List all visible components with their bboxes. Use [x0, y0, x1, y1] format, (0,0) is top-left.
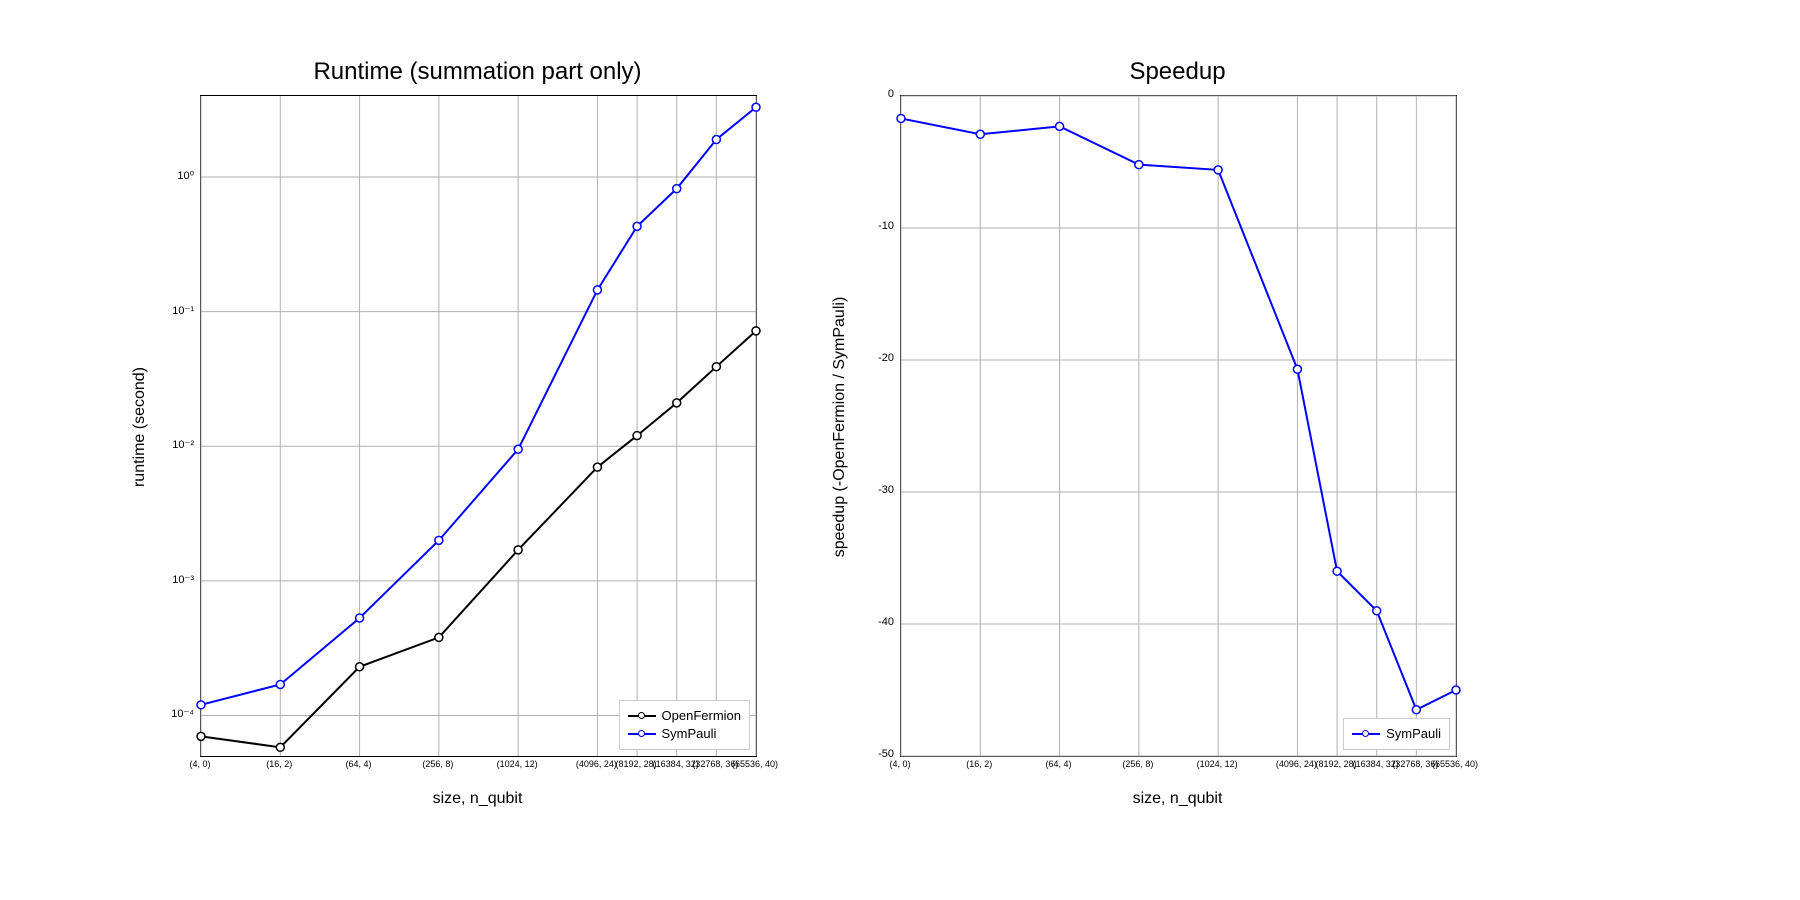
xtick-label: (64, 4) [334, 759, 384, 769]
xtick-label: (1024, 12) [1192, 759, 1242, 769]
xtick-label: (64, 4) [1034, 759, 1084, 769]
xtick-label: (65536, 40) [730, 759, 780, 769]
ytick-label: -10 [878, 220, 894, 232]
ytick-label: 10⁻⁴ [171, 707, 194, 720]
xtick-label: (16, 2) [954, 759, 1004, 769]
ytick-label: 0 [888, 88, 894, 100]
left-xlabel: size, n_qubit [200, 790, 755, 808]
ytick-label: 10⁻³ [172, 573, 194, 586]
right-xlabel: size, n_qubit [900, 790, 1455, 808]
legend-marker-sympauli-r [1352, 733, 1380, 735]
left-plot-area: OpenFermion SymPauli [200, 95, 757, 757]
right-chart-title: Speedup [900, 58, 1455, 86]
xtick-label: (256, 8) [413, 759, 463, 769]
legend-row-sympauli-r: SymPauli [1352, 725, 1441, 743]
legend-marker-sympauli [628, 733, 656, 735]
left-chart-title: Runtime (summation part only) [200, 58, 755, 86]
legend-marker-openfermion [628, 715, 656, 717]
xtick-label: (4, 0) [875, 759, 925, 769]
legend-label-sympauli-r: SymPauli [1386, 725, 1441, 743]
left-chart-legend: OpenFermion SymPauli [619, 700, 750, 750]
xtick-label: (4, 0) [175, 759, 225, 769]
ytick-label: -30 [878, 484, 894, 496]
xtick-label: (256, 8) [1113, 759, 1163, 769]
left-chart-svg [201, 96, 756, 756]
xtick-label: (65536, 40) [1430, 759, 1480, 769]
xtick-label: (1024, 12) [492, 759, 542, 769]
ytick-label: -40 [878, 616, 894, 628]
ytick-label: 10⁻¹ [172, 304, 194, 317]
ytick-label: 10⁻² [172, 438, 194, 451]
legend-row-openfermion: OpenFermion [628, 707, 741, 725]
right-chart-svg [901, 96, 1456, 756]
right-plot-area: SymPauli [900, 95, 1457, 757]
legend-label-sympauli: SymPauli [662, 725, 717, 743]
ytick-label: 10⁰ [177, 169, 194, 182]
legend-row-sympauli: SymPauli [628, 725, 741, 743]
xtick-label: (16, 2) [254, 759, 304, 769]
right-ylabel: speedup (-OpenFermion / SymPauli) [831, 97, 849, 757]
left-ylabel: runtime (second) [131, 97, 149, 757]
right-chart-legend: SymPauli [1343, 718, 1450, 750]
ytick-label: -20 [878, 352, 894, 364]
legend-label-openfermion: OpenFermion [662, 707, 741, 725]
